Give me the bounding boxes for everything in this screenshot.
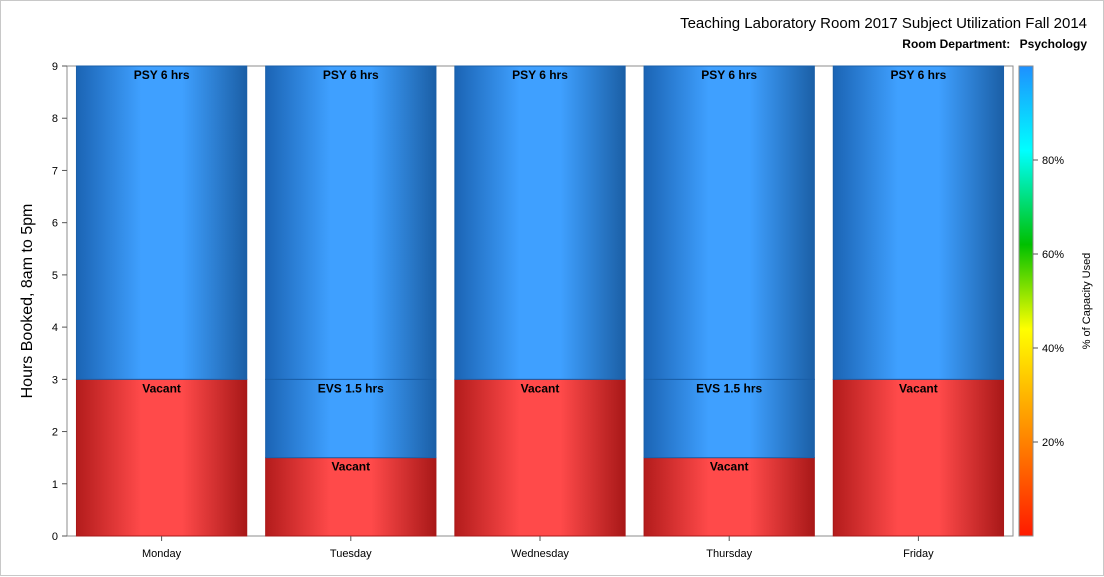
segment-label: PSY 6 hrs: [134, 68, 190, 82]
segment-label: Vacant: [710, 460, 749, 474]
colorbar: [1018, 65, 1034, 537]
chart-subtitle: Room Department: Psychology: [902, 37, 1087, 51]
y-tick-label: 5: [52, 270, 58, 282]
segment-label: Vacant: [899, 381, 938, 395]
x-tick-label: Wednesday: [511, 548, 569, 560]
segment-label: EVS 1.5 hrs: [318, 381, 384, 395]
y-tick-label: 0: [52, 531, 58, 543]
y-tick-label: 7: [52, 165, 58, 177]
y-tick-label: 3: [52, 374, 58, 386]
segment-label: Vacant: [331, 460, 370, 474]
colorbar-tick-label: 60%: [1042, 249, 1064, 261]
bar-segment-vacant: [75, 378, 248, 537]
subtitle-label: Room Department:: [902, 37, 1010, 51]
y-tick-label: 2: [52, 427, 58, 439]
bar-segment-booked: [643, 378, 815, 459]
segment-label: Vacant: [521, 381, 560, 395]
bar-friday: Vacant PSY 6 hrs: [832, 65, 1005, 537]
bars-layer: Vacant PSY 6 hrs Vacant EVS 1.5 hrs PSY 6 hr…: [75, 65, 1005, 537]
y-tick-label: 9: [52, 61, 58, 73]
segment-label: PSY 6 hrs: [323, 68, 379, 82]
bar-thursday: Vacant EVS 1.5 hrs PSY 6 hrs: [643, 65, 815, 537]
bar-wednesday: Vacant PSY 6 hrs: [454, 65, 626, 537]
chart-title: Teaching Laboratory Room 2017 Subject Ut…: [680, 15, 1087, 32]
x-tick-label: Tuesday: [330, 548, 372, 560]
bar-segment-booked: [832, 65, 1005, 380]
colorbar-ticks: 20% 40% 60% 80%: [1033, 155, 1064, 449]
colorbar-tick-label: 80%: [1042, 155, 1064, 167]
segment-label: Vacant: [142, 381, 181, 395]
bar-monday: Vacant PSY 6 hrs: [75, 65, 248, 537]
bar-segment-vacant: [643, 457, 815, 537]
colorbar-label: % of Capacity Used: [1081, 253, 1093, 350]
segment-label: PSY 6 hrs: [512, 68, 568, 82]
y-tick-label: 4: [52, 322, 58, 334]
y-tick-label: 6: [52, 218, 58, 230]
segment-label: PSY 6 hrs: [701, 68, 757, 82]
y-tick-label: 1: [52, 479, 58, 491]
segment-label: PSY 6 hrs: [890, 68, 946, 82]
y-tick-label: 8: [52, 113, 58, 125]
bar-tuesday: Vacant EVS 1.5 hrs PSY 6 hrs: [265, 65, 437, 537]
bar-segment-booked: [454, 65, 626, 380]
y-axis: 0 1 2 3 4 5 6 7 8 9: [52, 61, 67, 543]
segment-label: EVS 1.5 hrs: [696, 381, 762, 395]
subtitle-value: Psychology: [1020, 37, 1088, 51]
bar-segment-vacant: [832, 378, 1005, 537]
bar-segment-booked: [75, 65, 248, 380]
colorbar-tick-label: 40%: [1042, 343, 1064, 355]
x-tick-label: Monday: [142, 548, 182, 560]
x-axis: Monday Tuesday Wednesday Thursday Friday: [142, 536, 934, 560]
bar-segment-vacant: [454, 378, 626, 537]
x-tick-label: Friday: [903, 548, 934, 560]
colorbar-tick-label: 20%: [1042, 437, 1064, 449]
bar-segment-vacant: [265, 457, 437, 537]
x-tick-label: Thursday: [706, 548, 752, 560]
bar-segment-booked: [265, 65, 437, 380]
y-axis-label: Hours Booked, 8am to 5pm: [19, 204, 36, 399]
bar-segment-booked: [643, 65, 815, 380]
